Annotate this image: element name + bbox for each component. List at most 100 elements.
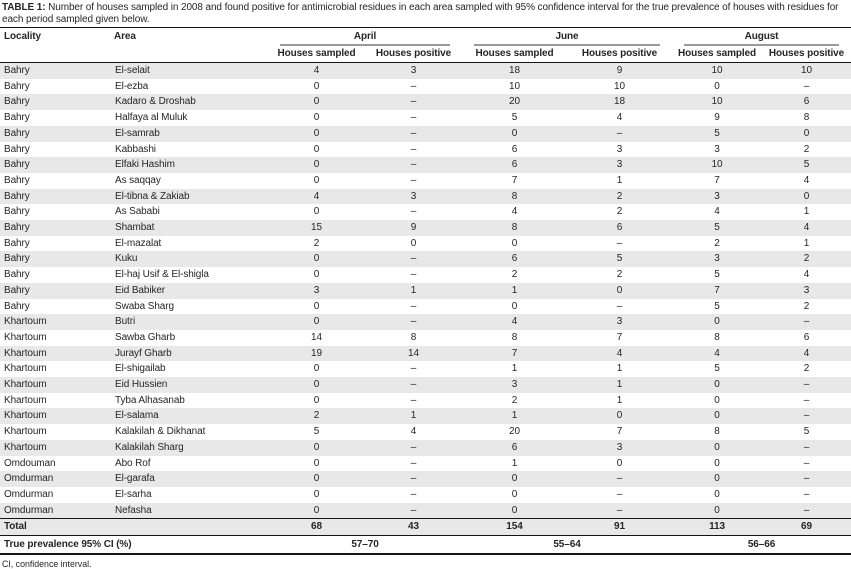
cell-area: Sawba Gharb bbox=[115, 331, 176, 343]
cell-august-positive: – bbox=[803, 394, 810, 406]
cell-august-sampled: 0 bbox=[714, 80, 720, 92]
table-row: Bahry As saqqay 0 – 7 1 7 4 bbox=[0, 173, 851, 189]
cell-august-positive: 4 bbox=[803, 347, 810, 359]
cell-locality: Bahry bbox=[4, 80, 30, 92]
cell-august-sampled: 5 bbox=[714, 269, 720, 281]
cell-june-positive: 3 bbox=[616, 316, 623, 328]
cell-april-sampled: 15 bbox=[311, 222, 322, 234]
total-label: Total bbox=[0, 518, 268, 536]
cell-april-sampled: 5 bbox=[313, 426, 320, 438]
table-body: Bahry El-selait 4 3 18 9 10 10 Bahry El-ezba 0–10 1… bbox=[0, 62, 851, 519]
table-row: Bahry Kadaro & Droshab 0 – 20 18 10 6 bbox=[0, 94, 851, 111]
cell-august-sampled: 7 bbox=[714, 174, 720, 186]
table-row: Khartoum El-salama 2 1 1 0 0 – bbox=[0, 408, 851, 425]
cell-area: El-ezba bbox=[115, 80, 149, 92]
col-header-june-sampled: Houses sampled bbox=[462, 46, 567, 63]
cell-august-positive: 0 bbox=[803, 127, 810, 139]
table-caption-text: Number of houses sampled in 2008 and fou… bbox=[2, 2, 839, 25]
cell-august-positive: 0 bbox=[803, 190, 810, 202]
cell-june-sampled: 3 bbox=[511, 379, 518, 391]
table-row: Bahry Kuku 0 – 6 5 3 2 bbox=[0, 251, 851, 268]
cell-april-sampled: 0 bbox=[313, 174, 320, 186]
cell-august-positive: 5 bbox=[803, 426, 810, 438]
cell-april-sampled: 0 bbox=[313, 253, 320, 265]
table-row: Bahry Kabbashi 0 – 6 3 3 2 bbox=[0, 142, 851, 158]
cell-august-sampled: 3 bbox=[714, 253, 720, 265]
cell-area: Kuku bbox=[115, 253, 138, 265]
table-row: Omdouman Abo Rof 0 – 1 0 0 – bbox=[0, 456, 851, 472]
cell-june-positive: 10 bbox=[614, 80, 625, 92]
cell-area: Abo Rof bbox=[115, 457, 151, 469]
cell-june-positive: – bbox=[616, 504, 623, 516]
cell-june-sampled: 2 bbox=[511, 269, 518, 281]
cell-june-sampled: 18 bbox=[509, 65, 520, 76]
cell-april-positive: 14 bbox=[408, 347, 419, 359]
table-row: Omdurman El-garafa 0 – 0 – 0 – bbox=[0, 471, 851, 487]
cell-june-sampled: 0 bbox=[511, 127, 518, 139]
cell-august-positive: 6 bbox=[803, 96, 810, 108]
cell-june-positive: – bbox=[616, 127, 623, 139]
cell-area: El-mazalat bbox=[115, 237, 162, 249]
cell-april-positive: – bbox=[410, 457, 417, 469]
cell-august-sampled: 0 bbox=[714, 473, 720, 485]
cell-locality: Bahry bbox=[4, 143, 30, 155]
results-table: Locality Area April June August Houses s… bbox=[0, 28, 851, 556]
cell-june-sampled: 0 bbox=[511, 504, 518, 516]
cell-april-sampled: 0 bbox=[313, 473, 320, 485]
cell-april-sampled: 4 bbox=[313, 65, 320, 76]
cell-june-sampled: 1 bbox=[511, 457, 518, 469]
cell-april-sampled: 0 bbox=[313, 159, 320, 171]
cell-april-positive: – bbox=[410, 394, 417, 406]
table-row: Bahry Swaba Sharg 0 – 0 – 5 2 bbox=[0, 299, 851, 315]
month-group-april: April bbox=[268, 28, 462, 46]
cell-august-sampled: 8 bbox=[714, 331, 720, 343]
cell-august-positive: 1 bbox=[803, 237, 810, 249]
cell-area: Swaba Sharg bbox=[115, 300, 174, 312]
month-group-august-underline bbox=[684, 44, 839, 46]
cell-april-positive: – bbox=[410, 253, 417, 265]
cell-august-positive: 2 bbox=[803, 143, 810, 155]
cell-area: El-samrab bbox=[115, 127, 160, 139]
header-row-groups: Locality Area April June August bbox=[0, 28, 851, 46]
month-group-august-label: August bbox=[744, 31, 779, 42]
cell-august-sampled: 10 bbox=[711, 65, 723, 76]
table-row: Bahry El-mazalat 2 0 0 – 2 1 bbox=[0, 236, 851, 252]
cell-april-positive: 8 bbox=[410, 331, 417, 343]
cell-area: El-haj Usif & El-shigla bbox=[115, 269, 209, 281]
total-april-positive: 43 bbox=[365, 518, 462, 536]
cell-locality: Khartoum bbox=[4, 379, 47, 391]
total-june-positive: 91 bbox=[567, 518, 672, 536]
cell-area: Butri bbox=[115, 316, 136, 328]
cell-june-sampled: 7 bbox=[511, 347, 518, 359]
month-group-april-label: April bbox=[353, 31, 377, 42]
cell-april-sampled: 0 bbox=[313, 441, 320, 453]
cell-april-sampled: 0 bbox=[313, 80, 320, 92]
prevalence-august: 56–66 bbox=[672, 535, 851, 556]
cell-june-sampled: 20 bbox=[509, 426, 520, 438]
col-header-spacer-1 bbox=[0, 46, 110, 63]
cell-april-sampled: 14 bbox=[311, 331, 322, 343]
table-row: Bahry Eid Babiker 3 1 1 0 7 3 bbox=[0, 282, 851, 299]
cell-june-sampled: 0 bbox=[511, 473, 518, 485]
cell-april-sampled: 0 bbox=[313, 96, 320, 108]
cell-april-positive: – bbox=[410, 504, 417, 516]
cell-area: El-selait bbox=[115, 65, 150, 76]
cell-june-sampled: 0 bbox=[511, 237, 518, 249]
cell-june-sampled: 5 bbox=[511, 112, 518, 124]
cell-area: Kabbashi bbox=[115, 143, 156, 155]
col-header-august-positive: Houses positive bbox=[762, 46, 851, 63]
cell-august-positive: 4 bbox=[803, 222, 810, 234]
cell-locality: Khartoum bbox=[4, 363, 47, 375]
cell-june-sampled: 1 bbox=[511, 284, 518, 296]
cell-august-sampled: 5 bbox=[714, 222, 720, 234]
cell-june-positive: 1 bbox=[616, 394, 623, 406]
cell-august-positive: 3 bbox=[803, 284, 810, 296]
cell-april-positive: – bbox=[410, 379, 417, 391]
cell-locality: Khartoum bbox=[4, 426, 47, 438]
cell-april-sampled: 0 bbox=[313, 394, 320, 406]
cell-august-sampled: 5 bbox=[714, 127, 720, 139]
cell-april-sampled: 0 bbox=[313, 316, 320, 328]
cell-locality: Bahry bbox=[4, 269, 30, 281]
total-august-positive: 69 bbox=[762, 518, 851, 536]
cell-august-positive: – bbox=[803, 441, 810, 453]
